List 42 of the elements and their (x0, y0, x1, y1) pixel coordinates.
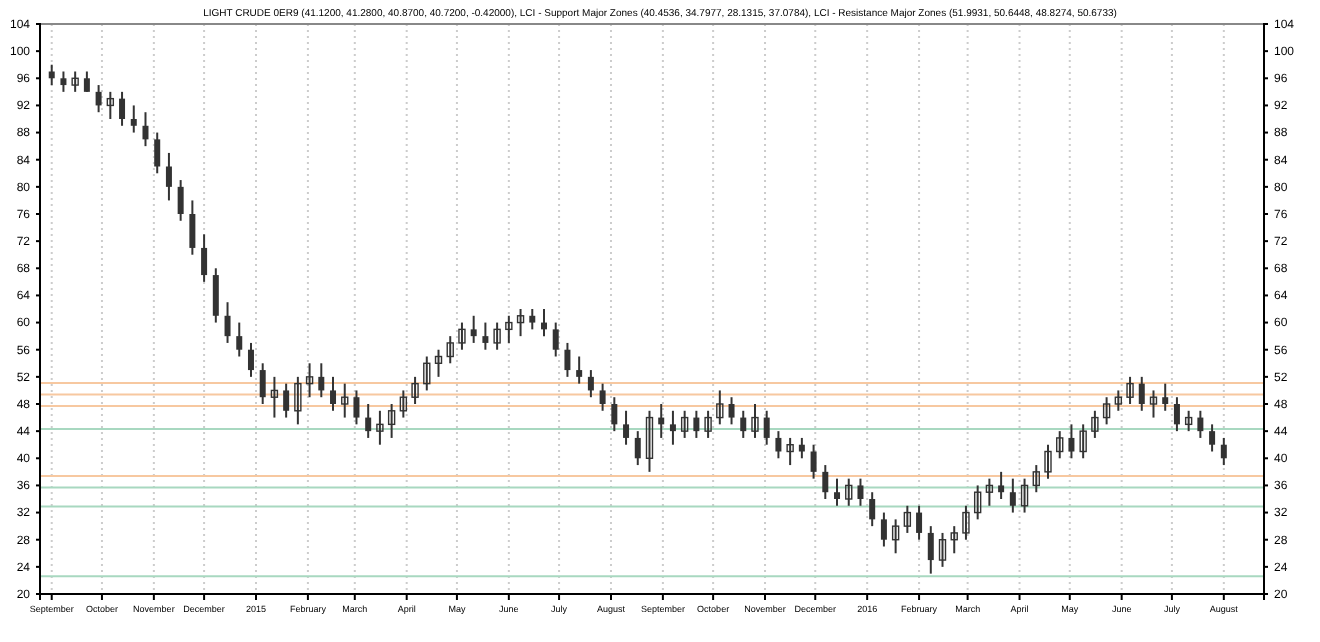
candlestick (680, 409, 689, 439)
candlestick (962, 504, 970, 541)
candlestick (516, 308, 525, 338)
candlestick (973, 484, 982, 521)
candlestick (423, 355, 431, 392)
candlestick (903, 504, 912, 534)
candlestick (786, 436, 794, 467)
candlestick (71, 70, 79, 93)
candlestick (106, 90, 115, 120)
candlestick (505, 314, 513, 344)
candlestick (716, 389, 724, 426)
candlestick (376, 409, 384, 446)
candlestick (411, 375, 419, 405)
candlestick (985, 477, 994, 507)
candlestick (1056, 430, 1064, 460)
candlestick (434, 348, 443, 378)
candlestick (387, 403, 396, 439)
candlestick (938, 531, 947, 568)
candlestick (751, 403, 759, 439)
candlestick (493, 321, 501, 351)
candlestick (1044, 443, 1052, 480)
candlestick (446, 335, 454, 365)
candlestick (294, 375, 302, 426)
candlestick (1184, 409, 1193, 433)
candlestick (845, 477, 853, 507)
candlestick (1091, 409, 1099, 439)
candlestick (645, 409, 654, 473)
candlestick (1032, 464, 1040, 494)
candlestick (891, 518, 900, 555)
candlestick (704, 409, 712, 439)
candlestick (1149, 389, 1158, 419)
candlestick (458, 321, 466, 351)
candlestick (1020, 477, 1029, 514)
candlestick (1126, 375, 1134, 405)
candlestick (305, 362, 314, 399)
candlestick (950, 525, 958, 555)
candlestick (270, 375, 279, 419)
candlestick (341, 382, 349, 419)
candlestick (1079, 423, 1087, 460)
candlestick (1102, 396, 1111, 426)
candlestick (399, 389, 408, 419)
candlestick (1114, 389, 1123, 412)
